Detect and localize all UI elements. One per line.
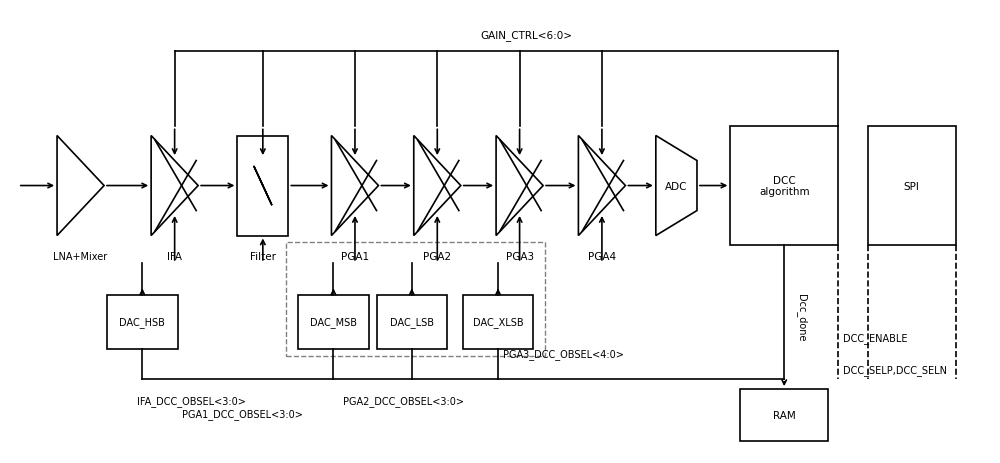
Text: PGA2: PGA2	[423, 251, 451, 262]
Text: DAC_LSB: DAC_LSB	[390, 317, 434, 328]
Bar	[298, 295, 369, 350]
Text: DAC_HSB: DAC_HSB	[119, 317, 165, 328]
Text: DCC
algorithm: DCC algorithm	[759, 175, 810, 197]
Bar	[463, 295, 533, 350]
Bar	[868, 127, 956, 245]
Text: PGA3_DCC_OBSEL<4:0>: PGA3_DCC_OBSEL<4:0>	[503, 349, 624, 359]
Bar	[286, 243, 545, 357]
Bar	[730, 127, 838, 245]
Text: ADC: ADC	[665, 181, 688, 191]
Text: PGA1: PGA1	[341, 251, 369, 262]
Text: DCC_SELP,DCC_SELN: DCC_SELP,DCC_SELN	[843, 364, 947, 375]
Text: RAM: RAM	[773, 410, 796, 420]
Text: GAIN_CTRL<6:0>: GAIN_CTRL<6:0>	[480, 30, 572, 41]
Text: LNA+Mixer: LNA+Mixer	[53, 251, 108, 262]
Text: IFA_DCC_OBSEL<3:0>: IFA_DCC_OBSEL<3:0>	[137, 395, 246, 406]
Text: DAC_XLSB: DAC_XLSB	[473, 317, 523, 328]
Text: Dcc_done: Dcc_done	[796, 294, 807, 341]
Text: SPI: SPI	[904, 181, 920, 191]
Bar	[107, 295, 178, 350]
Text: Filter: Filter	[250, 251, 276, 262]
Bar	[740, 389, 828, 441]
Text: PGA2_DCC_OBSEL<3:0>: PGA2_DCC_OBSEL<3:0>	[343, 395, 464, 406]
Bar	[377, 295, 447, 350]
Bar	[237, 136, 288, 236]
Text: IFA: IFA	[167, 251, 182, 262]
Text: PGA4: PGA4	[588, 251, 616, 262]
Text: DAC_MSB: DAC_MSB	[310, 317, 357, 328]
Text: PGA3: PGA3	[506, 251, 534, 262]
Text: DCC_ENABLE: DCC_ENABLE	[843, 333, 908, 344]
Text: PGA1_DCC_OBSEL<3:0>: PGA1_DCC_OBSEL<3:0>	[182, 408, 302, 419]
